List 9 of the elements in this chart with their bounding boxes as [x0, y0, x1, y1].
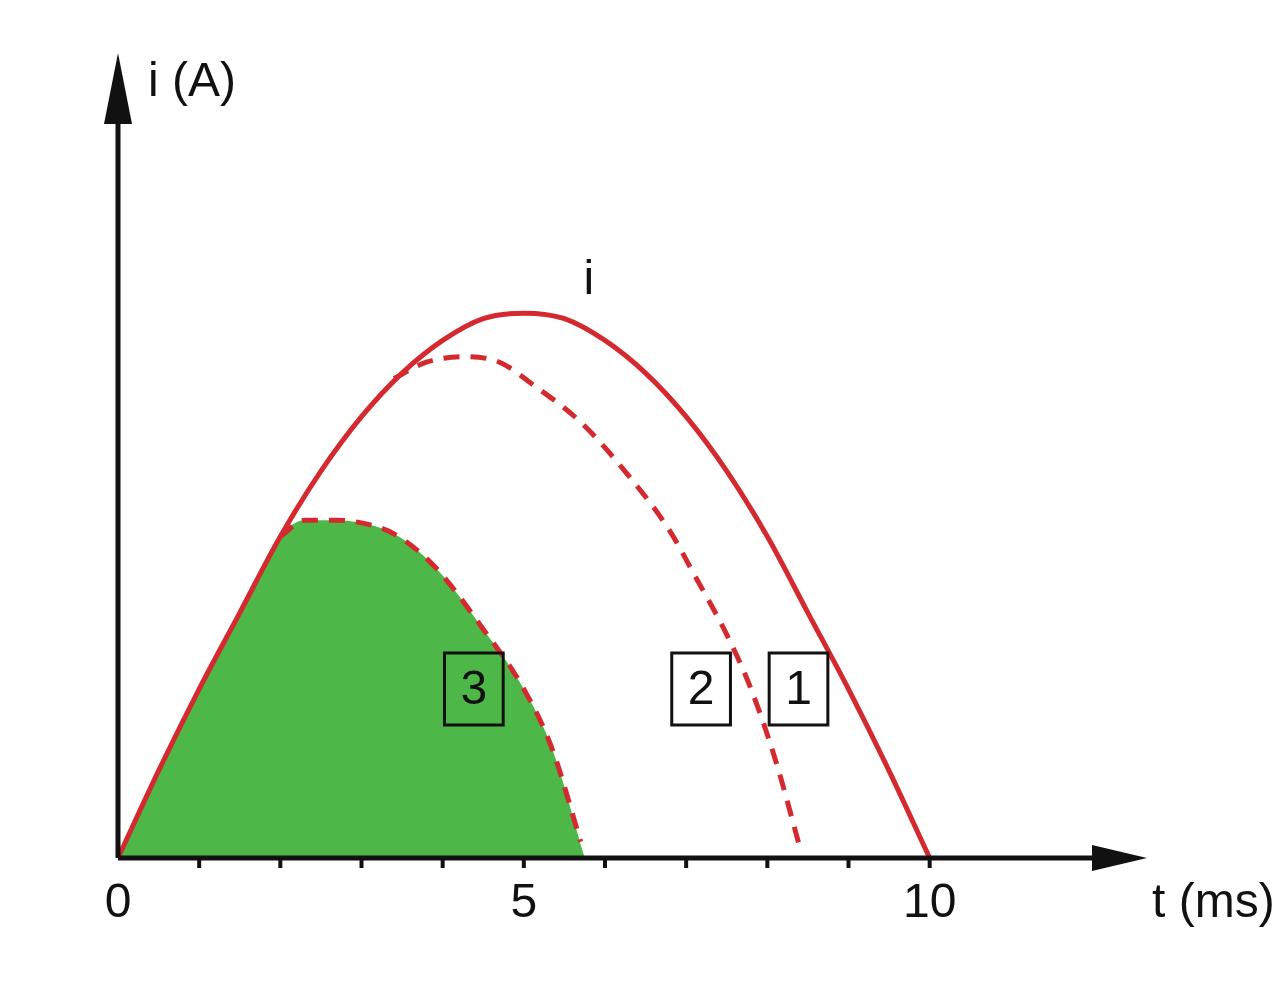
series-label: 2	[687, 661, 715, 715]
text: i	[583, 251, 595, 305]
x-tick-label: 5	[510, 874, 538, 928]
x-tick-label: 0	[104, 874, 132, 928]
x-axis-title: t (ms)	[1152, 874, 1275, 928]
series-label: 3	[460, 661, 488, 715]
series-label: 1	[785, 661, 812, 715]
y-axis-title: i (A)	[148, 53, 236, 107]
x-tick-label: 10	[902, 874, 957, 928]
